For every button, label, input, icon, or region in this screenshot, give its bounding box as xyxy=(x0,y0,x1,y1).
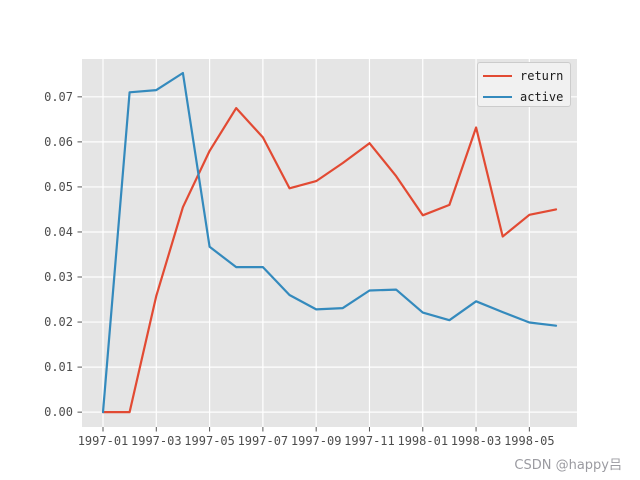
legend-box: return active xyxy=(477,62,571,107)
x-tick-label: 1997-09 xyxy=(291,434,342,448)
legend-label-return: return xyxy=(520,68,564,83)
x-tick-label: 1998-01 xyxy=(397,434,448,448)
x-tick-label: 1997-07 xyxy=(238,434,289,448)
y-tick-label: 0.07 xyxy=(44,90,73,104)
x-tick-label: 1997-03 xyxy=(131,434,182,448)
x-tick-label: 1997-11 xyxy=(344,434,395,448)
legend-line-swatch-active xyxy=(483,95,512,98)
y-tick-label: 0.03 xyxy=(44,270,73,284)
y-tick-label: 0.02 xyxy=(44,315,73,329)
x-tick-label: 1998-03 xyxy=(451,434,502,448)
plot-area xyxy=(82,59,577,427)
y-tick-label: 0.04 xyxy=(44,225,73,239)
y-tick-label: 0.01 xyxy=(44,360,73,374)
series-line-active xyxy=(101,71,558,414)
legend-line-swatch-return xyxy=(483,74,512,77)
y-tick-label: 0.05 xyxy=(44,180,73,194)
legend-label-active: active xyxy=(520,89,564,104)
x-tick-label: 1998-05 xyxy=(504,434,555,448)
watermark-text: CSDN @happy吕 xyxy=(514,458,622,473)
y-tick-label: 0.00 xyxy=(44,405,73,419)
legend-item-active: active xyxy=(483,86,570,107)
legend-item-return: return xyxy=(483,65,570,86)
series-line-return xyxy=(101,106,558,414)
y-tick-label: 0.06 xyxy=(44,135,73,149)
x-tick-label: 1997-01 xyxy=(78,434,129,448)
x-tick-label: 1997-05 xyxy=(184,434,235,448)
